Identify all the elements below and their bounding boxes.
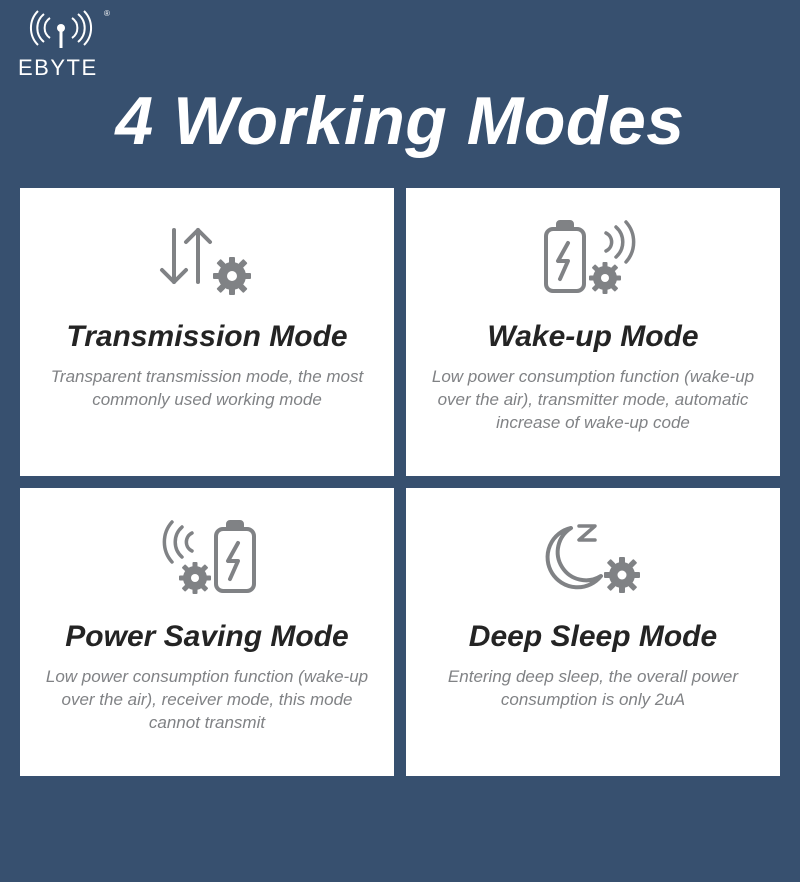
card-transmission: Transmission Mode Transparent transmissi…	[20, 188, 394, 476]
card-heading: Deep Sleep Mode	[469, 620, 717, 654]
svg-text:®: ®	[104, 9, 110, 18]
transmission-icon	[152, 220, 262, 300]
card-heading: Power Saving Mode	[65, 620, 348, 654]
page-title: 4 Working Modes	[0, 82, 800, 160]
card-description: Transparent transmission mode, the most …	[38, 366, 376, 412]
brand-logo: ® EBYTE	[18, 8, 110, 81]
cards-grid: Transmission Mode Transparent transmissi…	[0, 160, 800, 776]
card-power-saving: Power Saving Mode Low power consumption …	[20, 488, 394, 776]
card-description: Entering deep sleep, the overall power c…	[424, 666, 762, 712]
deep-sleep-icon	[533, 520, 653, 600]
card-description: Low power consumption function (wake-up …	[424, 366, 762, 435]
card-heading: Wake-up Mode	[487, 320, 698, 354]
brand-name: EBYTE	[18, 55, 110, 81]
card-deep-sleep: Deep Sleep Mode Entering deep sleep, the…	[406, 488, 780, 776]
power-saving-icon	[142, 519, 272, 601]
wakeup-icon	[528, 219, 658, 301]
antenna-icon: ®	[18, 8, 110, 48]
card-heading: Transmission Mode	[66, 320, 347, 354]
card-description: Low power consumption function (wake-up …	[38, 666, 376, 735]
card-wakeup: Wake-up Mode Low power consumption funct…	[406, 188, 780, 476]
